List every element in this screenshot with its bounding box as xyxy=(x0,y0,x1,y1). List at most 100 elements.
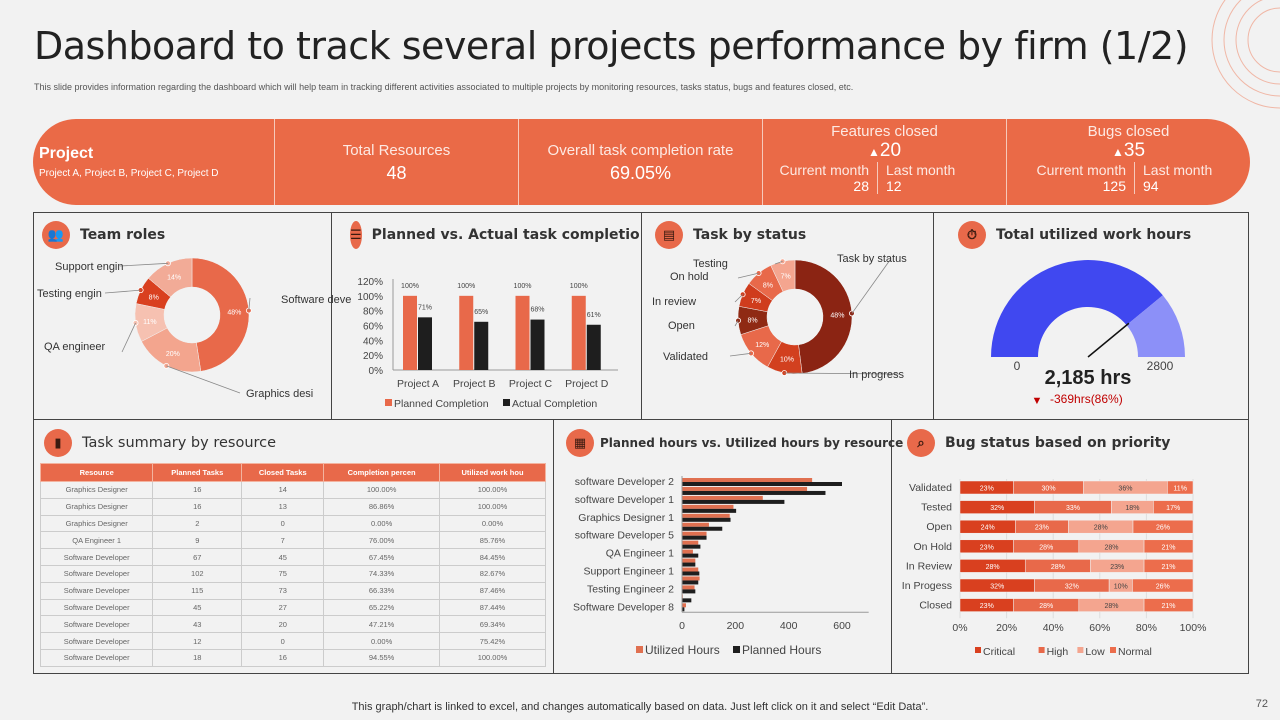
column-header: Planned Tasks xyxy=(152,463,243,482)
bar-planned-hours xyxy=(682,607,685,612)
kpi-features-closed: Features closed ▲20 Current month 28 Last… xyxy=(762,119,1006,205)
bar-actual-completion xyxy=(474,321,489,370)
legend-swatch xyxy=(733,646,740,653)
panel-title: Task summary by resource xyxy=(82,435,277,451)
data-label: 68% xyxy=(530,307,544,314)
kpi-banner: Project Project A, Project B, Project C,… xyxy=(33,119,1250,205)
category-label: In review xyxy=(652,296,696,308)
down-arrow-icon: ▼ xyxy=(1032,395,1043,407)
bar-planned-completion xyxy=(515,295,530,370)
category-label: QA engineer xyxy=(44,341,105,353)
data-label: 36% xyxy=(1118,486,1132,493)
page-number: 72 xyxy=(1255,698,1268,710)
kpi-label: Overall task completion rate xyxy=(547,142,734,159)
table-cell: 18 xyxy=(152,648,243,667)
bar-normal xyxy=(1143,559,1194,573)
x-tick-label: Project B xyxy=(453,378,496,390)
table-row: Software Developer 67 45 67.45% 84.45% xyxy=(39,548,546,566)
leader-line xyxy=(248,297,251,311)
table-row: Graphics Designer 16 13 86.86% 100.00% xyxy=(39,497,546,516)
y-tick-label: Testing Engineer 2 xyxy=(587,583,674,595)
data-label: 23% xyxy=(1035,525,1049,532)
bar-normal xyxy=(1132,578,1194,593)
calendar-icon: ▦ xyxy=(566,429,594,457)
data-label: 23% xyxy=(1110,564,1124,571)
table-cell: Software Developer xyxy=(39,632,154,650)
data-label: 21% xyxy=(1162,564,1176,571)
data-label: 32% xyxy=(1065,584,1079,591)
clipboard-icon: ▤ xyxy=(655,221,683,249)
data-label: 28% xyxy=(1094,525,1108,532)
decorative-circles-icon xyxy=(1211,0,1280,109)
slice-label: 14% xyxy=(167,274,181,281)
table-cell: 0.00% xyxy=(323,632,440,650)
legend-label: High xyxy=(1047,646,1069,658)
legend-swatch xyxy=(1038,647,1045,653)
slice-label: 48% xyxy=(830,312,844,319)
x-tick-label: 100% xyxy=(1180,622,1207,634)
panel-work-hours xyxy=(933,212,1249,420)
bar-planned-hours xyxy=(682,553,699,558)
table-cell: Software Developer xyxy=(39,581,154,600)
table-row: Graphics Designer 16 14 100.00% 100.00% xyxy=(39,481,546,499)
table-cell: 94.55% xyxy=(323,648,440,667)
legend-label: Utilized Hours xyxy=(645,643,720,657)
table-cell: Software Developer xyxy=(39,564,154,583)
y-tick-label: In Progess xyxy=(902,580,952,592)
slice-label: 8% xyxy=(149,294,159,301)
x-tick-label: 40% xyxy=(1043,622,1064,634)
bar-normal xyxy=(1132,519,1194,534)
table-cell: 13 xyxy=(241,497,325,516)
data-label: 100% xyxy=(570,283,588,290)
leader-line xyxy=(734,320,739,327)
current-month-label: Current month xyxy=(1036,162,1126,178)
table-cell: 115 xyxy=(152,581,243,600)
y-tick-label: In Review xyxy=(906,560,953,572)
bar-planned-hours xyxy=(682,535,707,540)
bar-utilized-hours xyxy=(682,478,813,482)
donut-slice xyxy=(794,259,853,374)
table-cell: 100.00% xyxy=(439,497,546,516)
table-cell: 16 xyxy=(241,648,325,667)
column-header: Utilized work hou xyxy=(439,463,546,482)
y-tick-label: 0% xyxy=(369,366,384,377)
bar-planned-hours xyxy=(682,526,723,531)
planned-actual-header: ☰ Planned vs. Actual task completion xyxy=(350,221,640,249)
y-tick-label: Support Engineer 1 xyxy=(584,566,675,578)
x-tick-label: 0 xyxy=(679,620,685,632)
table-cell: Software Developer xyxy=(39,598,154,617)
y-tick-label: Validated xyxy=(909,482,952,494)
y-tick-label: Software Developer 8 xyxy=(573,601,674,613)
table-cell: 73 xyxy=(241,581,325,600)
slice-label: 20% xyxy=(166,351,180,358)
data-label: 100% xyxy=(401,283,419,290)
table-cell: 69.34% xyxy=(439,615,546,634)
table-cell: Graphics Designer xyxy=(39,514,154,533)
x-tick-label: Project A xyxy=(397,378,439,390)
panel-title: Planned hours vs. Utilized hours by reso… xyxy=(600,436,904,450)
table-cell: 9 xyxy=(152,531,243,550)
bar-planned-hours xyxy=(682,499,785,504)
data-label: 61% xyxy=(587,312,601,319)
data-label: 26% xyxy=(1156,525,1170,532)
leader-line xyxy=(166,365,241,394)
task-summary-header: ▮ Task summary by resource xyxy=(44,429,276,457)
leader-line xyxy=(737,272,759,279)
bar-utilized-hours xyxy=(682,567,699,572)
last-month-label: Last month xyxy=(1143,162,1213,178)
data-label: 23% xyxy=(980,544,994,551)
kpi-delta: 20 xyxy=(879,140,902,161)
category-label: Testing engin xyxy=(37,288,102,300)
table-cell: 27 xyxy=(241,598,325,617)
bar-utilized-hours xyxy=(682,603,686,608)
bar-planned-hours xyxy=(682,544,701,549)
gauge-fill xyxy=(991,260,1163,357)
bar-planned-completion xyxy=(459,295,474,370)
table-cell: 67.45% xyxy=(323,548,440,566)
table-cell: 0 xyxy=(241,632,325,650)
data-label: 11% xyxy=(1173,486,1187,493)
kpi-delta: 35 xyxy=(1123,140,1146,161)
table-cell: 75 xyxy=(241,564,325,583)
leader-line xyxy=(121,322,136,353)
